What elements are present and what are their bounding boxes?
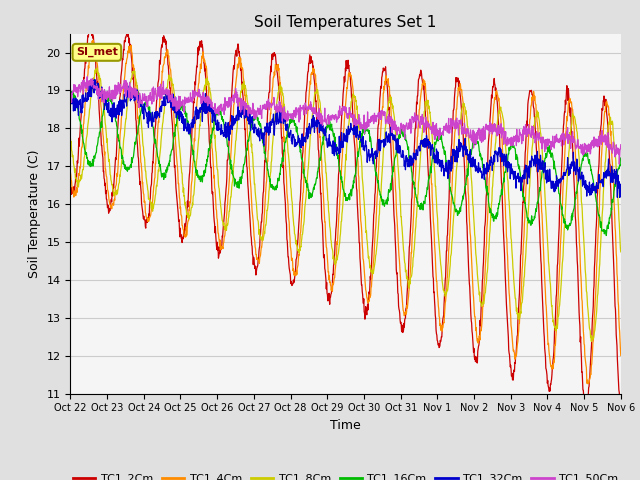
TC1_8Cm [504, 172, 511, 178]
TC1_32Cm [616, 194, 623, 200]
Line: TC1_8Cm: TC1_8Cm [70, 68, 621, 341]
TC1_16Cm [552, 169, 559, 175]
TC1_4Cm [431, 253, 439, 259]
TC1_8Cm [617, 249, 625, 255]
TC1_8Cm [552, 324, 559, 330]
TC1_8Cm [431, 184, 439, 190]
TC1_16Cm [176, 107, 184, 113]
X-axis label: Time: Time [330, 419, 361, 432]
TC1_2Cm [504, 314, 511, 320]
TC1_16Cm [602, 233, 610, 239]
TC1_32Cm [67, 85, 74, 91]
Title: Soil Temperatures Set 1: Soil Temperatures Set 1 [255, 15, 436, 30]
TC1_4Cm [584, 381, 592, 386]
TC1_16Cm [431, 141, 439, 146]
TC1_32Cm [504, 164, 511, 169]
TC1_16Cm [67, 89, 75, 95]
TC1_8Cm [588, 338, 595, 344]
TC1_50Cm [552, 133, 559, 139]
TC1_16Cm [189, 152, 197, 158]
TC1_50Cm [83, 74, 91, 80]
TC1_32Cm [617, 187, 625, 193]
TC1_2Cm [431, 312, 439, 318]
TC1_8Cm [176, 146, 184, 152]
TC1_50Cm [431, 136, 439, 142]
TC1_32Cm [189, 124, 197, 130]
Y-axis label: Soil Temperature (C): Soil Temperature (C) [28, 149, 41, 278]
TC1_4Cm [67, 169, 74, 175]
TC1_4Cm [176, 196, 184, 202]
TC1_8Cm [189, 193, 197, 199]
Line: TC1_2Cm: TC1_2Cm [70, 25, 621, 411]
TC1_2Cm [617, 406, 625, 411]
TC1_2Cm [552, 305, 559, 311]
TC1_32Cm [251, 121, 259, 127]
TC1_50Cm [189, 95, 197, 100]
TC1_50Cm [67, 89, 74, 95]
Legend: TC1_2Cm, TC1_4Cm, TC1_8Cm, TC1_16Cm, TC1_32Cm, TC1_50Cm: TC1_2Cm, TC1_4Cm, TC1_8Cm, TC1_16Cm, TC1… [68, 469, 623, 480]
TC1_2Cm [87, 22, 95, 28]
TC1_32Cm [552, 179, 559, 184]
TC1_32Cm [176, 116, 184, 121]
TC1_50Cm [176, 104, 184, 110]
TC1_50Cm [504, 139, 511, 145]
TC1_50Cm [616, 161, 623, 167]
Text: SI_met: SI_met [76, 47, 118, 58]
TC1_50Cm [617, 142, 625, 147]
TC1_8Cm [93, 65, 100, 71]
Line: TC1_32Cm: TC1_32Cm [70, 80, 621, 197]
Line: TC1_16Cm: TC1_16Cm [70, 92, 621, 236]
TC1_2Cm [616, 408, 624, 414]
TC1_4Cm [89, 37, 97, 43]
TC1_2Cm [67, 186, 74, 192]
TC1_16Cm [504, 159, 511, 165]
TC1_2Cm [251, 265, 259, 271]
TC1_4Cm [251, 239, 259, 244]
TC1_2Cm [176, 234, 184, 240]
TC1_4Cm [504, 249, 511, 254]
TC1_8Cm [251, 181, 259, 187]
Line: TC1_50Cm: TC1_50Cm [70, 77, 621, 164]
Line: TC1_4Cm: TC1_4Cm [70, 40, 621, 384]
TC1_4Cm [189, 159, 197, 165]
TC1_16Cm [67, 90, 74, 96]
TC1_8Cm [67, 135, 74, 141]
TC1_50Cm [251, 108, 259, 114]
TC1_16Cm [617, 156, 625, 162]
TC1_4Cm [617, 353, 625, 359]
TC1_16Cm [251, 116, 259, 121]
TC1_4Cm [552, 335, 559, 341]
TC1_2Cm [189, 109, 197, 115]
TC1_32Cm [91, 77, 99, 83]
TC1_32Cm [431, 153, 439, 159]
